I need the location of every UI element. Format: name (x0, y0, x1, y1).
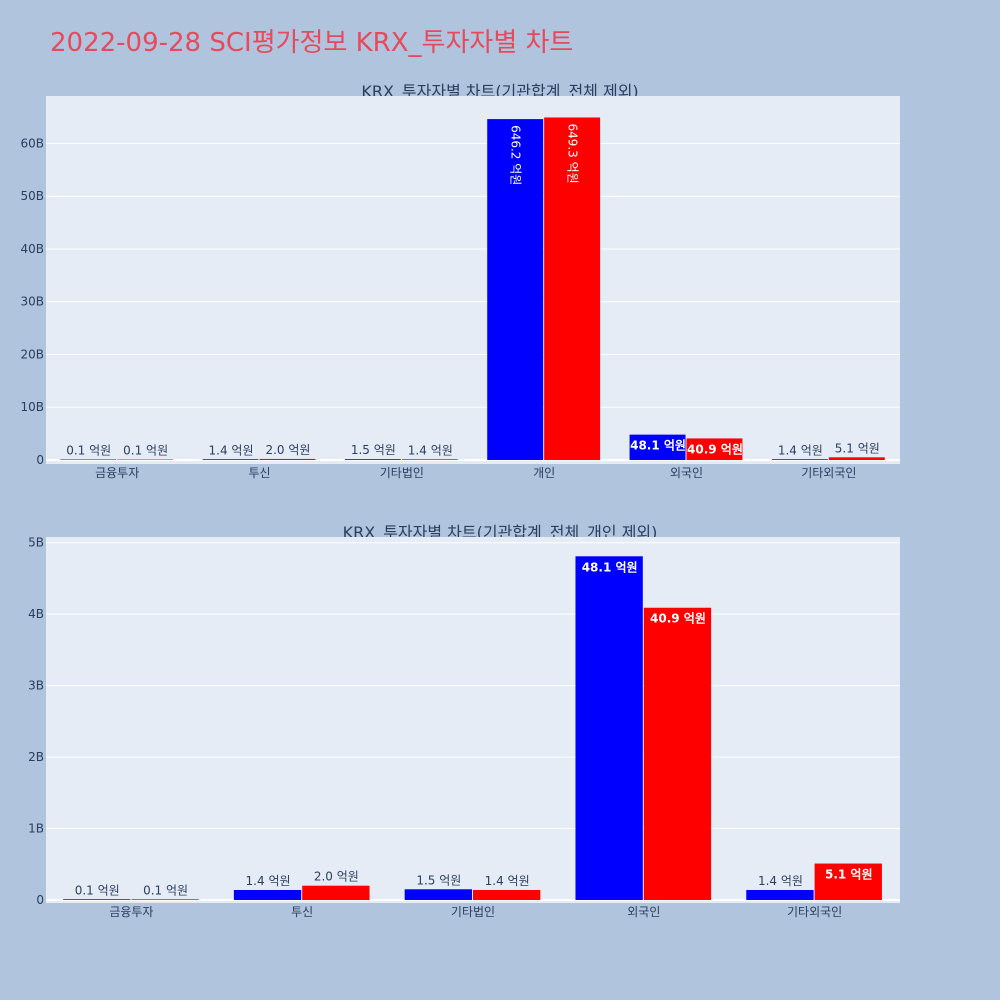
chart-1-bar (828, 457, 885, 460)
chart-1-bar (60, 459, 117, 460)
chart-2-bar (643, 607, 712, 900)
chart-2-data-label: 1.4 억원 (246, 874, 291, 888)
chart-2-data-label: 40.9 억원 (650, 612, 706, 626)
chart-1-x-tick-label: 금융투자 (95, 466, 139, 480)
chart-2-bar (746, 889, 814, 900)
chart-2-bar (63, 899, 131, 900)
chart-2-data-label: 0.1 억원 (75, 883, 120, 897)
chart-2-y-tick-label: 2B (28, 750, 44, 764)
chart-1-y-tick-label: 30B (20, 295, 44, 309)
chart-1-data-label: 48.1 억원 (630, 439, 686, 453)
chart-2-plot-area (46, 537, 900, 903)
chart-2-bar (814, 863, 882, 900)
chart-2-y-tick-label: 4B (28, 607, 44, 621)
chart-1-data-label: 40.9 억원 (687, 442, 743, 456)
chart-2-bar (575, 556, 643, 900)
chart-1-bar (117, 459, 174, 460)
chart-2-data-label: 1.4 억원 (485, 874, 530, 888)
chart-1-data-label: 1.4 억원 (778, 443, 823, 457)
chart-1-data-label: 2.0 억원 (265, 443, 310, 457)
chart-1-bar (771, 459, 828, 460)
chart-2-y-tick-label: 0 (36, 893, 44, 907)
chart-1-data-label: 5.1 억원 (835, 441, 880, 455)
chart-1-y-tick-label: 10B (20, 400, 44, 414)
chart-2-data-label: 48.1 억원 (582, 560, 638, 574)
chart-2-x-tick-label: 기타외국인 (787, 905, 842, 919)
chart-2-x-tick-label: 외국인 (627, 905, 660, 919)
chart-1-y-tick-label: 20B (20, 347, 44, 361)
chart-1-data-label: 646.2 억원 (509, 125, 523, 185)
chart-1-bar (401, 459, 458, 460)
chart-1-x-tick-label: 외국인 (670, 466, 703, 480)
chart-1-y-tick-label: 60B (20, 136, 44, 150)
chart-2-data-label: 1.4 억원 (758, 874, 803, 888)
chart-1-x-tick-label: 기타외국인 (801, 466, 856, 480)
chart-1-x-tick-label: 투신 (248, 466, 270, 480)
chart-1-data-label: 0.1 억원 (66, 444, 111, 458)
chart-2-bar (233, 889, 302, 900)
chart-2-x-tick-label: 기타법인 (451, 905, 495, 919)
chart-1-bar (544, 117, 601, 460)
chart-1-data-label: 1.5 억원 (351, 443, 396, 457)
chart-1-bar (487, 119, 544, 461)
chart-2-y-tick-label: 3B (28, 679, 44, 693)
chart-2-y-tick-label: 5B (28, 536, 44, 550)
chart-1-bar (629, 434, 686, 460)
chart-1-data-label: 649.3 억원 (565, 123, 579, 183)
chart-1-bar (259, 458, 316, 460)
chart-2-data-label: 2.0 억원 (314, 870, 359, 884)
chart-2-bar (131, 899, 199, 900)
chart-2-data-label: 1.5 억원 (416, 873, 461, 887)
chart-1-plot-area (46, 96, 900, 464)
chart-2-bar (302, 885, 370, 900)
chart-2-x-tick-label: 금융투자 (109, 905, 153, 919)
page-title: 2022-09-28 SCI평가정보 KRX_투자자별 차트 (50, 28, 574, 58)
chart-1-x-tick-label: 개인 (533, 466, 555, 480)
chart-1-x-tick-label: 기타법인 (380, 466, 424, 480)
chart-2-data-label: 5.1 억원 (825, 868, 873, 882)
chart-1-data-label: 1.4 억원 (408, 443, 453, 457)
chart-2-bar (404, 889, 472, 900)
chart-1-y-tick-label: 40B (20, 242, 44, 256)
chart-1-data-label: 0.1 억원 (123, 444, 168, 458)
chart-1-bar (344, 459, 401, 460)
chart-2-y-tick-label: 1B (28, 822, 44, 836)
chart-1-bar (202, 459, 259, 460)
chart-1-y-tick-label: 0 (36, 453, 44, 467)
chart-2-x-tick-label: 투신 (291, 905, 313, 919)
chart-1-data-label: 1.4 억원 (209, 443, 254, 457)
chart-2-data-label: 0.1 억원 (143, 883, 188, 897)
chart-1-y-tick-label: 50B (20, 189, 44, 203)
chart-1-bar (686, 438, 743, 460)
chart-2-bar (473, 889, 541, 900)
